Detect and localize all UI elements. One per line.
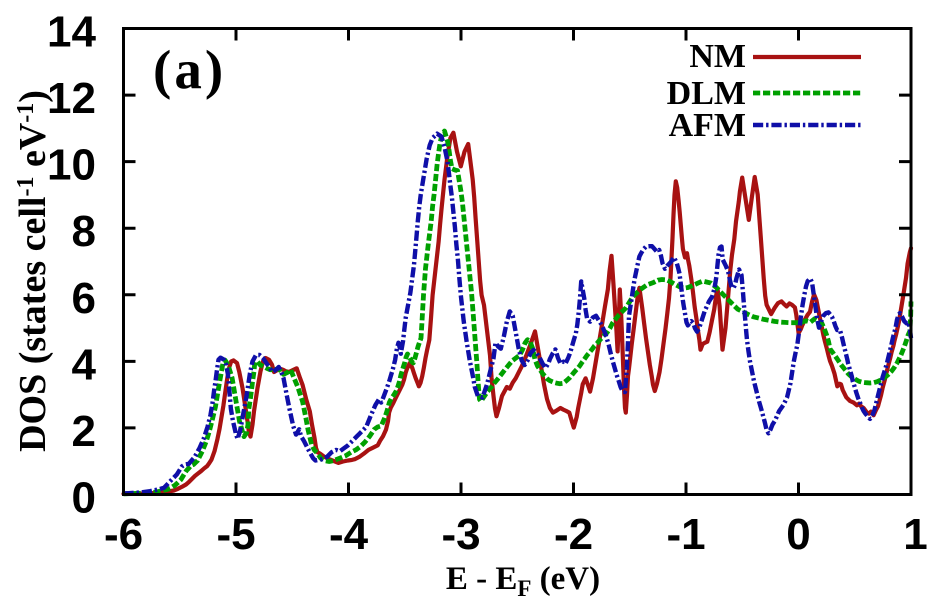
svg-text:-1: -1 xyxy=(666,510,705,559)
svg-text:DOS (states cell-1 eV-1): DOS (states cell-1 eV-1) xyxy=(12,90,54,452)
svg-text:0: 0 xyxy=(786,510,810,559)
svg-text:12: 12 xyxy=(47,74,96,123)
svg-text:NM: NM xyxy=(689,38,746,75)
svg-text:-6: -6 xyxy=(104,510,143,559)
svg-text:0: 0 xyxy=(72,474,96,523)
svg-text:-4: -4 xyxy=(329,510,369,559)
svg-text:6: 6 xyxy=(72,274,96,323)
svg-text:-2: -2 xyxy=(554,510,593,559)
svg-text:8: 8 xyxy=(72,207,96,256)
svg-text:AFM: AFM xyxy=(669,107,746,144)
svg-text:2: 2 xyxy=(72,407,96,456)
svg-text:10: 10 xyxy=(47,141,96,190)
svg-text:-5: -5 xyxy=(216,510,255,559)
svg-text:4: 4 xyxy=(72,340,97,389)
svg-text:1: 1 xyxy=(903,510,927,559)
svg-text:14: 14 xyxy=(47,8,96,57)
svg-text:DLM: DLM xyxy=(667,75,746,112)
svg-text:(a): (a) xyxy=(153,39,226,100)
svg-text:-3: -3 xyxy=(441,510,480,559)
